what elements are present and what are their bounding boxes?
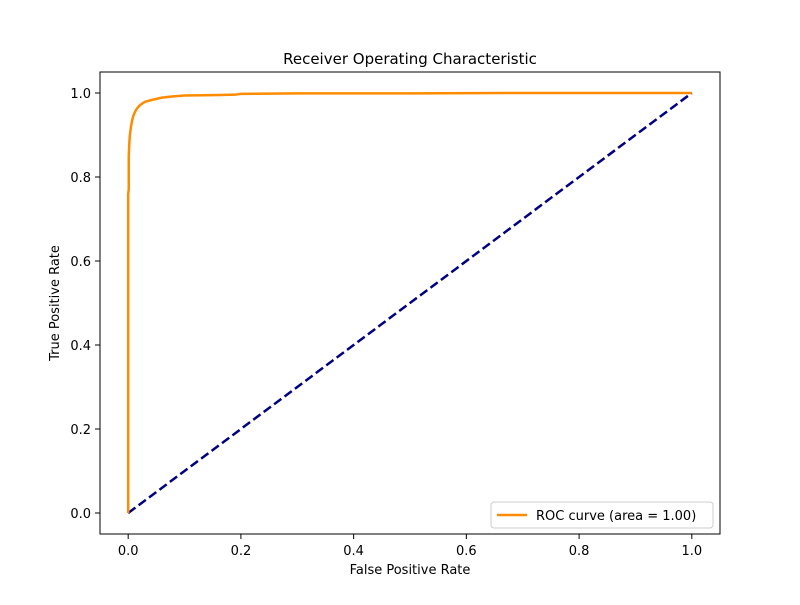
x-tick-label: 0.8 xyxy=(569,544,590,559)
y-axis: 0.0 0.2 0.4 0.6 0.8 1.0 xyxy=(70,87,100,522)
y-tick-label: 0.0 xyxy=(70,507,91,522)
y-tick-label: 0.4 xyxy=(70,339,91,354)
legend: ROC curve (area = 1.00) xyxy=(490,501,714,529)
x-tick-label: 1.0 xyxy=(681,544,702,559)
chart-title: Receiver Operating Characteristic xyxy=(283,50,537,68)
x-axis-label: False Positive Rate xyxy=(350,563,471,578)
y-tick-label: 0.8 xyxy=(70,171,91,186)
chance-diagonal-line xyxy=(127,91,693,515)
x-axis: 0.0 0.2 0.4 0.6 0.8 1.0 xyxy=(118,534,702,559)
roc-curve-line xyxy=(126,91,692,513)
plot-frame xyxy=(99,71,721,535)
y-tick-label: 0.6 xyxy=(70,255,91,270)
x-tick-label: 0.4 xyxy=(343,544,364,559)
x-tick-label: 0.2 xyxy=(231,544,252,559)
y-tick-label: 1.0 xyxy=(70,87,91,102)
x-tick-label: 0.0 xyxy=(118,544,139,559)
x-tick-label: 0.6 xyxy=(456,544,477,559)
series-layer xyxy=(126,91,693,515)
y-axis-label: True Positive Rate xyxy=(48,245,63,362)
y-tick-label: 0.2 xyxy=(70,423,91,438)
legend-box xyxy=(490,501,714,529)
legend-label-roc: ROC curve (area = 1.00) xyxy=(536,509,696,524)
